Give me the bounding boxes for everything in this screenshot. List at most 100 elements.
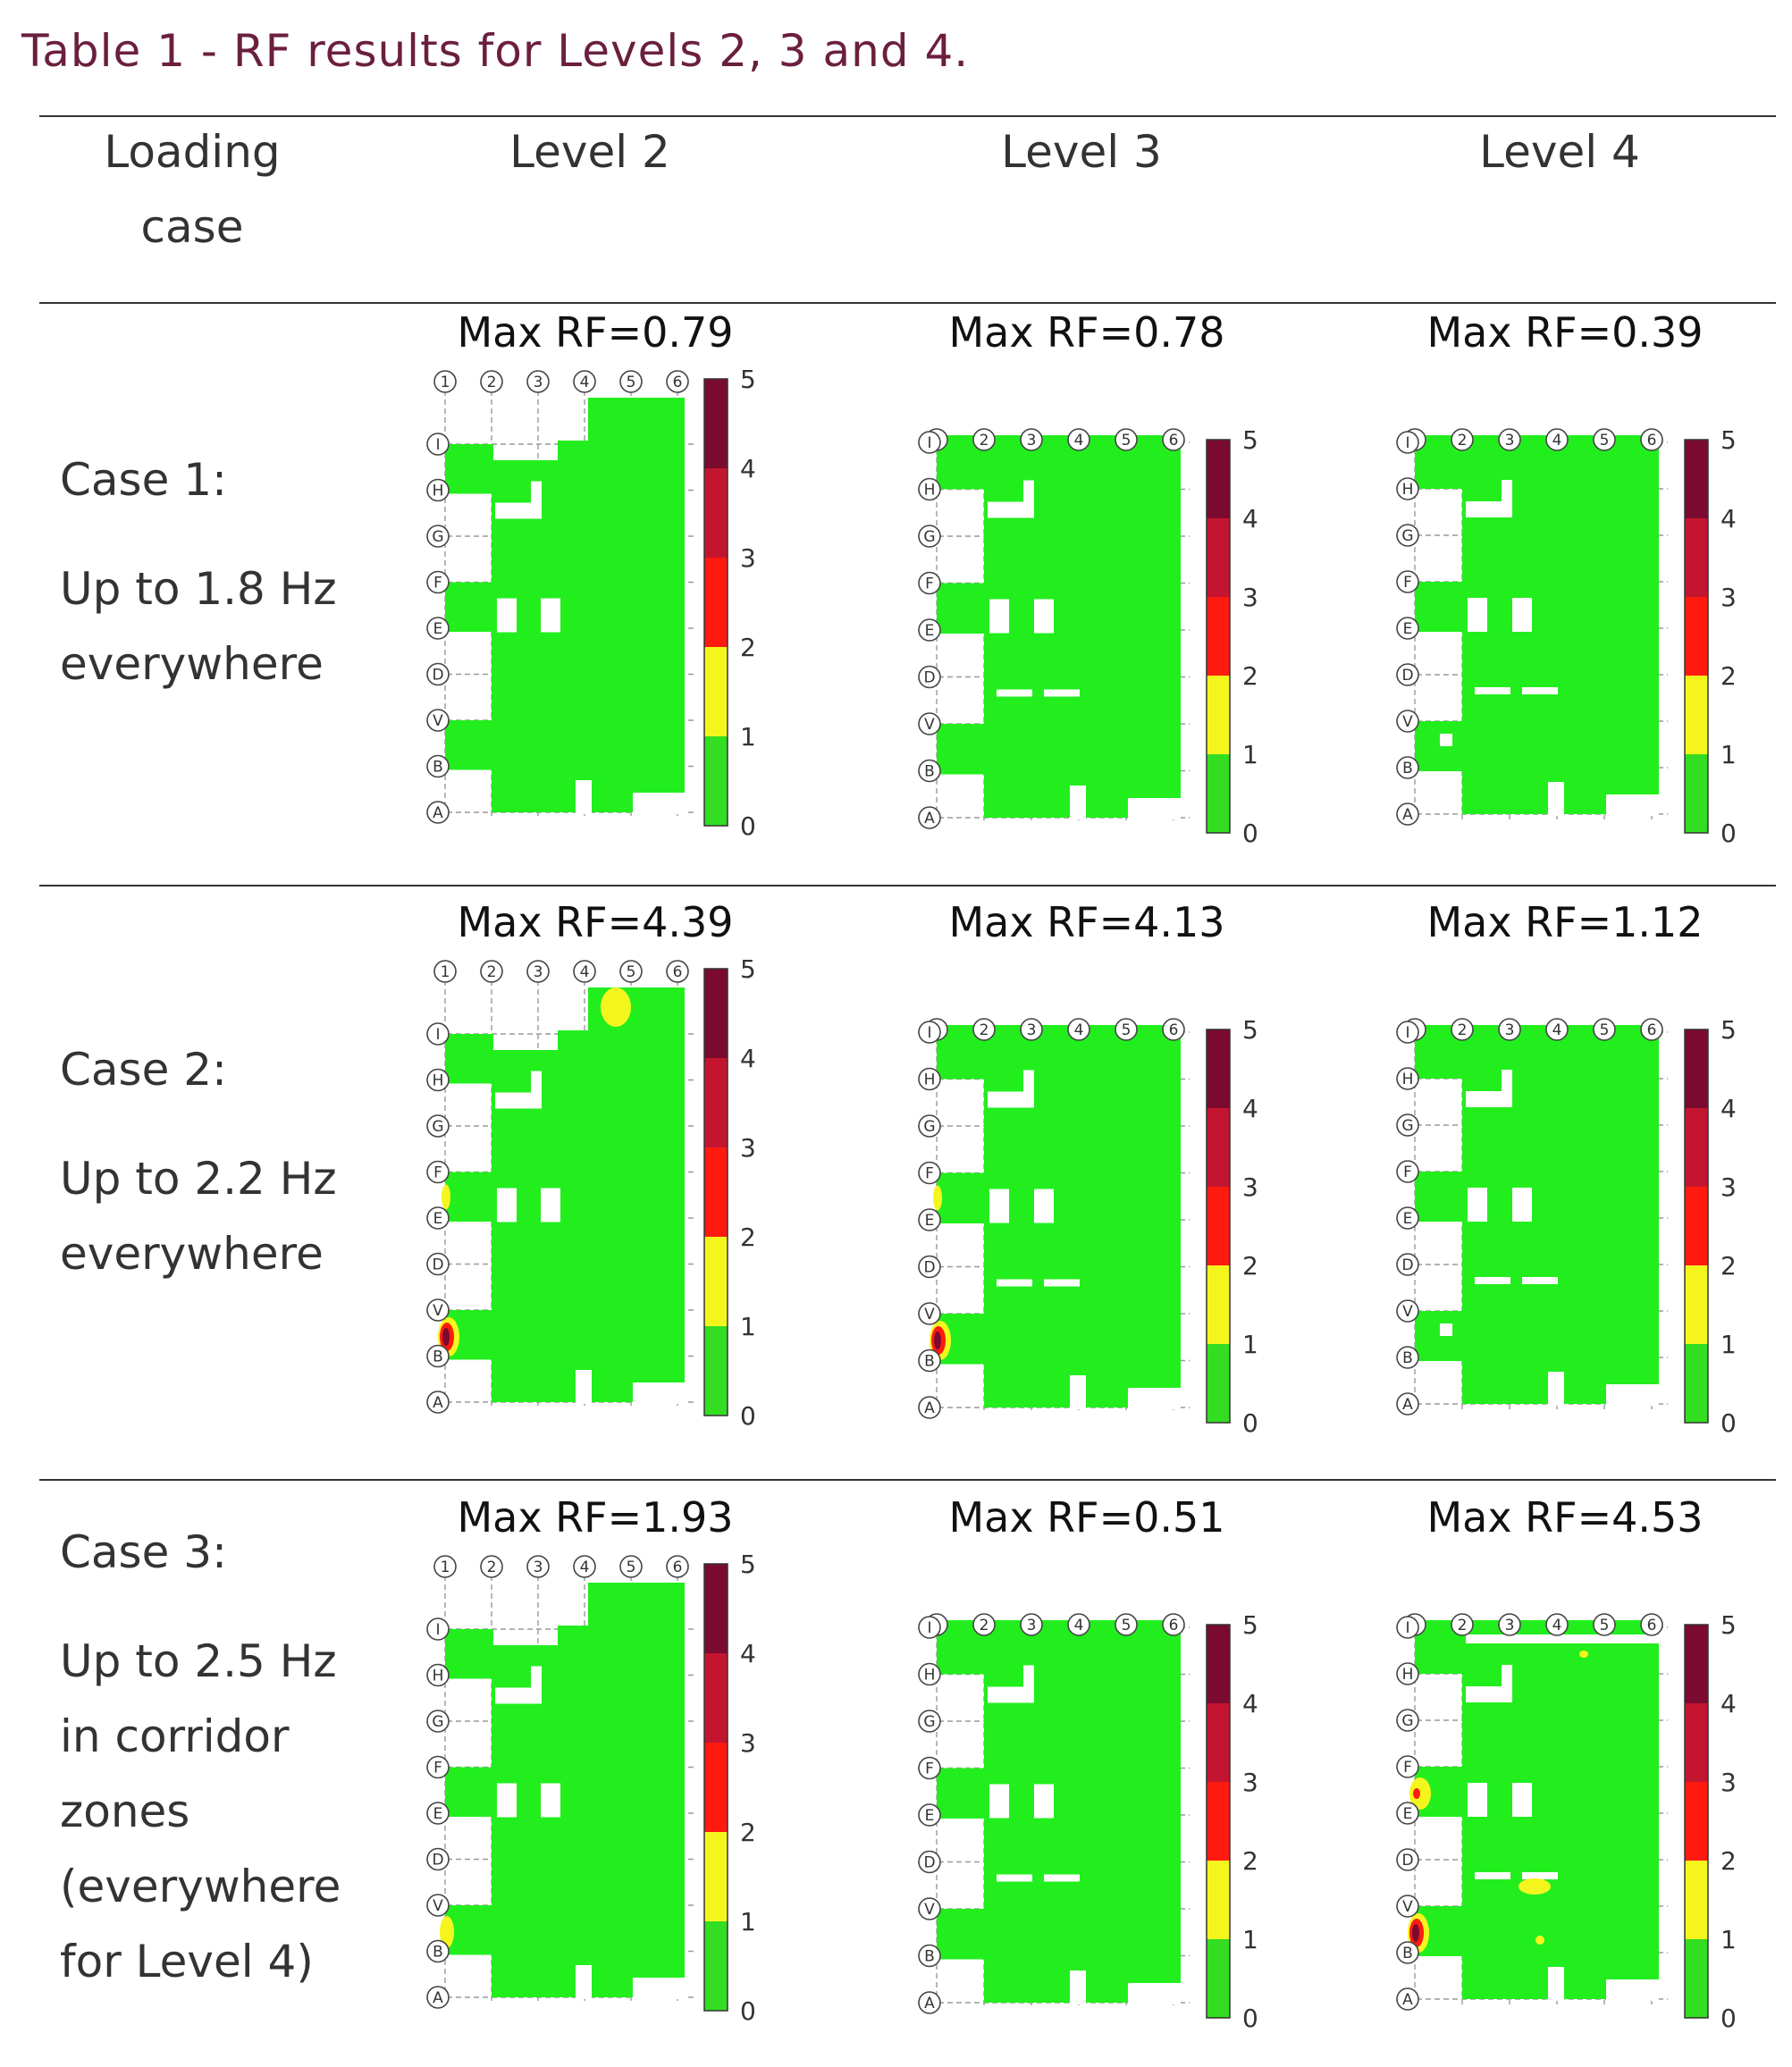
- rf-panel-case3-level4: Max RF=4.53 1 2 3 4 5 6 I H G F E D V B A 5 4 3 2 1 0: [1396, 1491, 1756, 2040]
- svg-text:E: E: [433, 1805, 443, 1823]
- svg-text:3: 3: [1027, 1021, 1037, 1039]
- svg-text:I: I: [1405, 1024, 1409, 1042]
- max-rf-label: Max RF=0.79: [457, 308, 733, 357]
- svg-text:4: 4: [1242, 1689, 1258, 1718]
- svg-text:1: 1: [1242, 1925, 1258, 1954]
- rf-hotspots: [440, 1916, 454, 1948]
- svg-text:G: G: [1401, 1712, 1413, 1730]
- svg-text:3: 3: [1242, 1768, 1258, 1797]
- svg-text:5: 5: [1242, 1015, 1258, 1045]
- svg-text:2: 2: [740, 633, 756, 662]
- svg-text:B: B: [924, 763, 935, 781]
- svg-text:2: 2: [740, 1223, 756, 1252]
- svg-text:6: 6: [673, 1559, 683, 1576]
- svg-text:V: V: [433, 1897, 443, 1915]
- case-3-description: Case 3: Up to 2.5 Hz in corridor zones (…: [60, 1526, 341, 1987]
- svg-text:3: 3: [1242, 583, 1258, 612]
- svg-text:D: D: [923, 669, 935, 687]
- floor-plate: [445, 987, 685, 1402]
- svg-text:1: 1: [740, 1312, 756, 1341]
- svg-text:A: A: [924, 1399, 935, 1417]
- floor-openings: [495, 1666, 685, 1999]
- svg-text:D: D: [1401, 1852, 1413, 1870]
- svg-text:2: 2: [1458, 1021, 1468, 1039]
- floor-openings: [988, 480, 1181, 819]
- svg-text:0: 0: [1720, 2004, 1737, 2033]
- svg-text:D: D: [1401, 667, 1413, 685]
- svg-text:1: 1: [740, 1907, 756, 1937]
- svg-text:4: 4: [1074, 432, 1084, 450]
- svg-text:V: V: [924, 1306, 935, 1323]
- rf-contour-plot: Max RF=4.13 1 2 3 4 5 6 I H G F E D V B A 5 4 3 2 1 0: [918, 898, 1258, 1438]
- svg-text:E: E: [433, 620, 443, 638]
- grid-row-bubbles: I H G F E D V B A: [918, 1021, 941, 1419]
- rf-colorbar: 5 4 3 2 1 0: [703, 365, 756, 841]
- floor-plate: [1415, 435, 1659, 814]
- svg-text:A: A: [1402, 1396, 1413, 1414]
- svg-text:V: V: [924, 716, 935, 734]
- svg-text:2: 2: [1242, 1846, 1258, 1876]
- svg-text:I: I: [1405, 434, 1409, 452]
- svg-text:3: 3: [534, 1559, 543, 1576]
- svg-text:2: 2: [740, 1818, 756, 1847]
- svg-text:1: 1: [441, 963, 450, 981]
- svg-text:I: I: [927, 434, 931, 452]
- svg-text:3: 3: [740, 1728, 756, 1758]
- rf-hotspots: [930, 1185, 951, 1360]
- svg-text:6: 6: [673, 963, 683, 981]
- svg-text:I: I: [435, 1621, 440, 1639]
- svg-text:4: 4: [580, 963, 590, 981]
- svg-text:E: E: [925, 1212, 935, 1230]
- svg-text:2: 2: [1242, 661, 1258, 691]
- svg-text:A: A: [433, 1989, 443, 2007]
- row-rule-2: [39, 1479, 1776, 1481]
- max-rf-label: Max RF=0.78: [948, 308, 1224, 357]
- svg-text:5: 5: [740, 1550, 756, 1579]
- svg-text:1: 1: [1720, 1330, 1737, 1359]
- grid-row-bubbles: I H G F E D V B A: [918, 1616, 941, 2014]
- svg-text:D: D: [923, 1854, 935, 1872]
- svg-text:3: 3: [1505, 1617, 1515, 1634]
- svg-text:E: E: [433, 1210, 443, 1228]
- svg-text:1: 1: [740, 722, 756, 752]
- svg-text:1: 1: [1242, 740, 1258, 769]
- svg-text:5: 5: [740, 954, 756, 984]
- svg-text:A: A: [1402, 806, 1413, 824]
- rf-panel-case2-level2: Max RF=4.39 1 2 3 4 5 6 I H G F E D V B A 5 4 3 2 1 0: [426, 895, 787, 1445]
- svg-text:5: 5: [627, 374, 636, 391]
- header-level-3: Level 3: [1001, 126, 1162, 178]
- svg-text:2: 2: [1458, 432, 1468, 450]
- svg-text:H: H: [1402, 1666, 1414, 1684]
- svg-text:5: 5: [627, 1559, 636, 1576]
- floor-plate: [445, 398, 685, 812]
- rf-colorbar: 5 4 3 2 1 0: [1206, 425, 1258, 848]
- grid-row-bubbles: I H G F E D V B A: [1396, 1021, 1419, 1416]
- svg-text:H: H: [924, 1667, 936, 1685]
- svg-text:3: 3: [1505, 432, 1515, 450]
- rf-panel-case1-level4: Max RF=0.39 1 2 3 4 5 6 I H G F E D V B A 5 4 3 2 1 0: [1396, 306, 1756, 855]
- max-rf-label: Max RF=0.51: [948, 1493, 1224, 1542]
- floor-openings: [988, 1665, 1181, 2004]
- svg-text:G: G: [1401, 1117, 1413, 1135]
- svg-text:A: A: [924, 1995, 935, 2012]
- svg-text:4: 4: [580, 1559, 590, 1576]
- svg-text:D: D: [1401, 1256, 1413, 1274]
- svg-text:6: 6: [1169, 432, 1179, 450]
- svg-text:4: 4: [580, 374, 590, 391]
- svg-text:5: 5: [1720, 425, 1737, 455]
- rf-contour-plot: Max RF=1.12 1 2 3 4 5 6 I H G F E D V B A 5 4 3 2 1 0: [1396, 898, 1737, 1438]
- svg-text:4: 4: [1074, 1617, 1084, 1634]
- svg-text:E: E: [925, 622, 935, 640]
- svg-text:I: I: [435, 1026, 440, 1044]
- svg-text:4: 4: [1720, 1689, 1737, 1718]
- rf-colorbar: 5 4 3 2 1 0: [1684, 1610, 1737, 2033]
- svg-text:B: B: [924, 1948, 935, 1966]
- svg-text:4: 4: [740, 1044, 756, 1073]
- svg-text:1: 1: [1242, 1330, 1258, 1359]
- svg-text:G: G: [923, 528, 935, 546]
- rf-colorbar: 5 4 3 2 1 0: [1206, 1015, 1258, 1438]
- svg-text:3: 3: [1720, 583, 1737, 612]
